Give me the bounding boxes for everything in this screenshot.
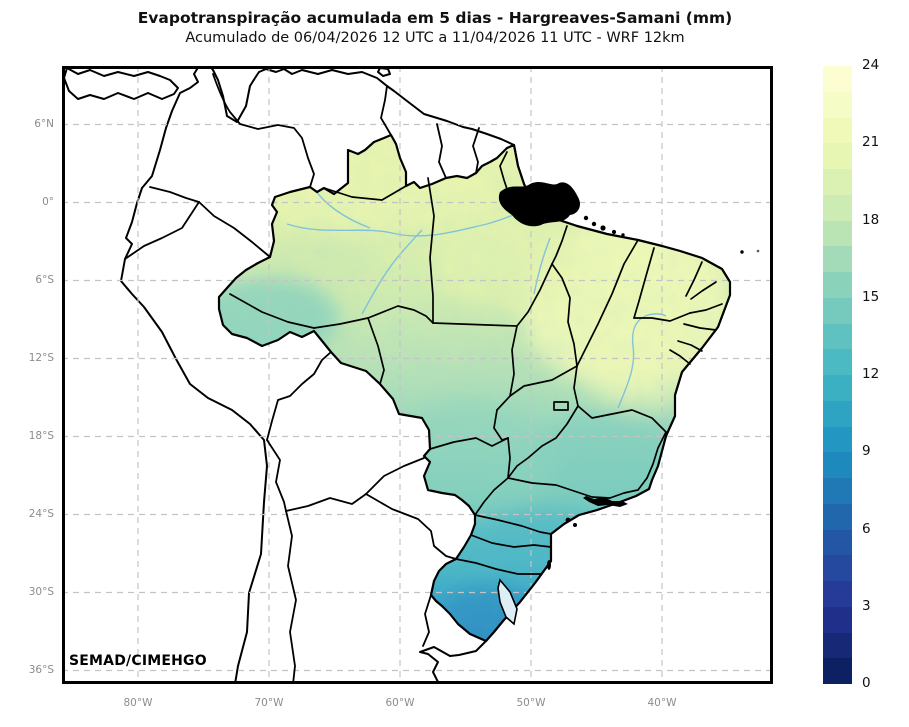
colorbar-step [823, 581, 852, 607]
colorbar-step [823, 426, 852, 453]
lat-tick-label: 12°S [28, 351, 54, 364]
state-borders [229, 151, 723, 575]
colorbar-step [823, 375, 852, 401]
colorbar-tick-label: 15 [862, 288, 880, 305]
colorbar-tick-label: 12 [862, 366, 880, 382]
panama-outline [63, 67, 179, 100]
lon-tick-label: 60°W [385, 697, 415, 709]
lon-tick-label: 40°W [647, 697, 677, 709]
colorbar [823, 66, 852, 684]
country-borders [124, 73, 480, 684]
colorbar-step [823, 220, 852, 247]
colorbar-tick-label: 0 [862, 675, 871, 691]
rio-coast-bays [583, 496, 628, 507]
patos-lagoon [497, 578, 518, 626]
colorbar-step [823, 400, 852, 427]
colorbar-step [823, 169, 852, 195]
graticule-gridlines [62, 66, 773, 684]
map-frame [62, 66, 773, 684]
colorbar-tick-label: 6 [862, 520, 871, 537]
colorbar-step [823, 632, 852, 659]
colorbar-step [823, 529, 852, 556]
coastal-features [498, 182, 760, 570]
map-area [62, 66, 773, 684]
colorbar-step [823, 297, 852, 324]
brazil-evapotranspiration-map [62, 66, 773, 684]
colorbar-step [823, 246, 852, 272]
river-traces [286, 187, 667, 409]
colorbar-step [823, 194, 852, 221]
colorbar-step [823, 91, 852, 118]
colorbar-step [823, 503, 852, 530]
colorbar-tick-label: 3 [862, 597, 871, 614]
trinidad-island [377, 67, 391, 77]
lon-tick-label: 70°W [254, 697, 284, 709]
colorbar-step [823, 323, 852, 350]
lat-tick-label: 0° [42, 195, 54, 208]
colorbar-tick-label: 9 [862, 443, 871, 460]
colorbar-step [823, 349, 852, 375]
colorbar-step [823, 117, 852, 144]
colorbar-tick-label: 18 [862, 211, 880, 228]
colorbar-step [823, 606, 852, 633]
lat-tick-label: 30°S [28, 585, 54, 598]
colorbar-step [823, 478, 852, 504]
lat-tick-label: 6°N [34, 117, 54, 130]
lat-tick-label: 6°S [35, 273, 54, 286]
lat-tick-label: 36°S [28, 663, 54, 676]
lat-tick-label: 24°S [28, 507, 54, 520]
brazil-border [217, 133, 732, 643]
colorbar-step [823, 143, 852, 169]
lat-tick-label: 18°S [28, 429, 54, 442]
chart-subtitle: Acumulado de 06/04/2026 12 UTC a 11/04/2… [185, 30, 685, 46]
lon-tick-label: 80°W [123, 697, 153, 709]
amazon-mouth-delta [498, 182, 581, 227]
credit-watermark: SEMAD/CIMEHGO [69, 653, 207, 669]
colorbar-step [823, 452, 852, 478]
colorbar-step [823, 66, 852, 92]
colorbar-step [823, 658, 852, 684]
lon-tick-label: 50°W [516, 697, 546, 709]
colorbar-step [823, 555, 852, 581]
colorbar-tick-label: 24 [862, 57, 880, 73]
colorbar-step [823, 272, 852, 298]
fernando-de-noronha-island [740, 250, 744, 254]
colorbar-tick-label: 21 [862, 134, 880, 151]
chart-title: Evapotranspiração acumulada em 5 dias - … [137, 9, 733, 27]
